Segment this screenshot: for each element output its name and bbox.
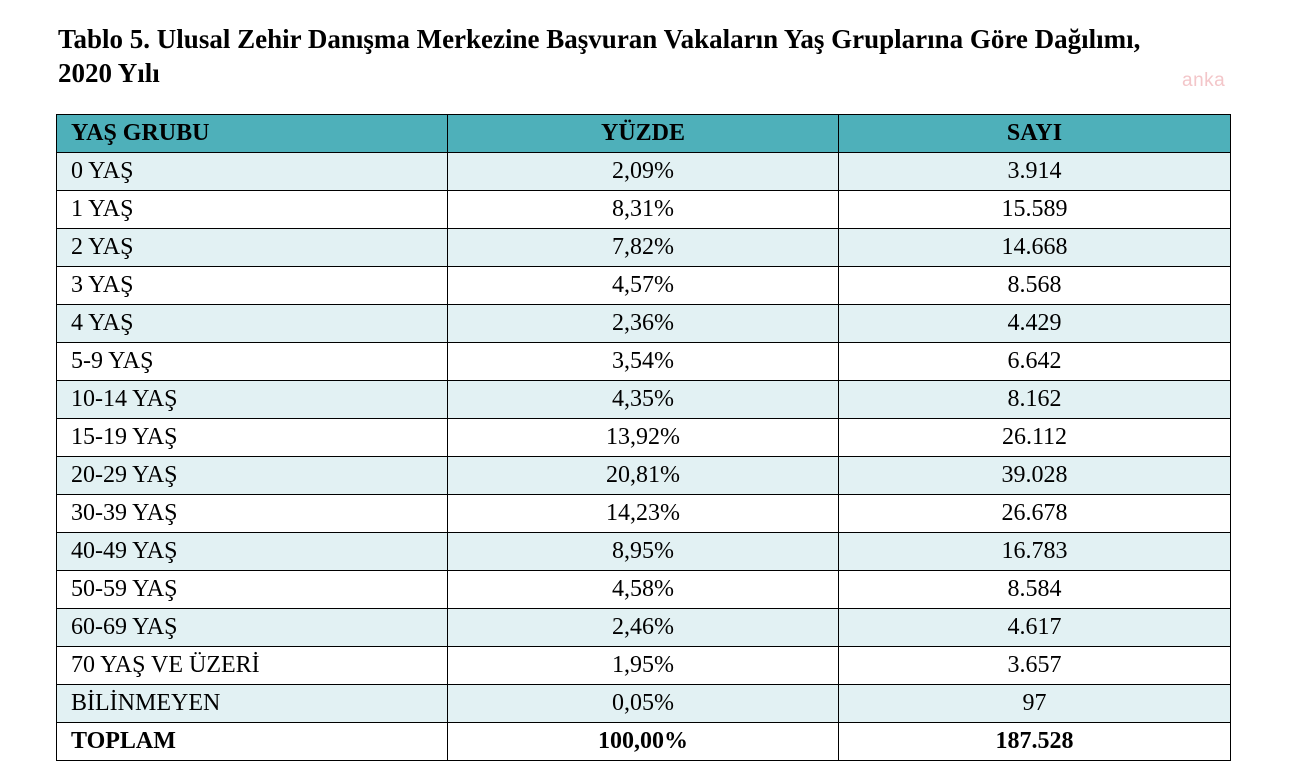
age-group-cell: 0 YAŞ <box>56 152 448 191</box>
percent-cell: 20,81% <box>447 456 839 495</box>
age-group-cell: 2 YAŞ <box>56 228 448 267</box>
table-row: 1 YAŞ 8,31% 15.589 <box>56 190 1231 229</box>
table-row: 3 YAŞ 4,57% 8.568 <box>56 266 1231 305</box>
anka-watermark: anka <box>1182 70 1226 91</box>
age-group-cell: 20-29 YAŞ <box>56 456 448 495</box>
age-group-cell: 70 YAŞ VE ÜZERİ <box>56 646 448 685</box>
table-row: 60-69 YAŞ 2,46% 4.617 <box>56 608 1231 647</box>
count-cell: 6.642 <box>838 342 1231 381</box>
count-cell: 3.914 <box>838 152 1231 191</box>
age-group-cell: 60-69 YAŞ <box>56 608 448 647</box>
total-row: TOPLAM 100,00% 187.528 <box>56 722 1231 761</box>
age-group-cell: TOPLAM <box>56 722 448 761</box>
percent-cell: 0,05% <box>447 684 839 723</box>
count-cell: 8.568 <box>838 266 1231 305</box>
age-group-cell: 4 YAŞ <box>56 304 448 343</box>
table-row: 20-29 YAŞ 20,81% 39.028 <box>56 456 1231 495</box>
percent-cell: 4,35% <box>447 380 839 419</box>
table-title: Tablo 5. Ulusal Zehir Danışma Merkezine … <box>58 22 1258 90</box>
count-cell: 16.783 <box>838 532 1231 571</box>
age-group-cell: 5-9 YAŞ <box>56 342 448 381</box>
percent-cell: 13,92% <box>447 418 839 457</box>
table-body: 0 YAŞ 2,09% 3.914 1 YAŞ 8,31% 15.589 2 YAŞ 7,82… <box>56 152 1231 761</box>
percent-cell: 7,82% <box>447 228 839 267</box>
percent-cell: 100,00% <box>447 722 839 761</box>
age-group-cell: 15-19 YAŞ <box>56 418 448 457</box>
count-cell: 26.112 <box>838 418 1231 457</box>
age-group-cell: 50-59 YAŞ <box>56 570 448 609</box>
percent-cell: 14,23% <box>447 494 839 533</box>
age-group-cell: 3 YAŞ <box>56 266 448 305</box>
table-row: 4 YAŞ 2,36% 4.429 <box>56 304 1231 343</box>
percent-cell: 2,46% <box>447 608 839 647</box>
count-cell: 97 <box>838 684 1231 723</box>
age-group-cell: 1 YAŞ <box>56 190 448 229</box>
table-row: 0 YAŞ 2,09% 3.914 <box>56 152 1231 191</box>
table-row: 70 YAŞ VE ÜZERİ 1,95% 3.657 <box>56 646 1231 685</box>
age-group-cell: BİLİNMEYEN <box>56 684 448 723</box>
table-row: 30-39 YAŞ 14,23% 26.678 <box>56 494 1231 533</box>
table-title-line-2: 2020 Yılı <box>58 58 160 88</box>
age-group-cell: 30-39 YAŞ <box>56 494 448 533</box>
count-cell: 26.678 <box>838 494 1231 533</box>
table-row: 10-14 YAŞ 4,35% 8.162 <box>56 380 1231 419</box>
age-group-cell: 10-14 YAŞ <box>56 380 448 419</box>
count-cell: 39.028 <box>838 456 1231 495</box>
header-count: SAYI <box>838 114 1231 153</box>
percent-cell: 8,95% <box>447 532 839 571</box>
percent-cell: 2,36% <box>447 304 839 343</box>
table-row: BİLİNMEYEN 0,05% 97 <box>56 684 1231 723</box>
table-row: 2 YAŞ 7,82% 14.668 <box>56 228 1231 267</box>
table-row: 50-59 YAŞ 4,58% 8.584 <box>56 570 1231 609</box>
percent-cell: 2,09% <box>447 152 839 191</box>
count-cell: 15.589 <box>838 190 1231 229</box>
count-cell: 187.528 <box>838 722 1231 761</box>
header-percent: YÜZDE <box>447 114 839 153</box>
percent-cell: 3,54% <box>447 342 839 381</box>
count-cell: 4.429 <box>838 304 1231 343</box>
table-title-line-1: Tablo 5. Ulusal Zehir Danışma Merkezine … <box>58 24 1141 54</box>
age-group-cell: 40-49 YAŞ <box>56 532 448 571</box>
count-cell: 14.668 <box>838 228 1231 267</box>
count-cell: 4.617 <box>838 608 1231 647</box>
percent-cell: 8,31% <box>447 190 839 229</box>
percent-cell: 4,58% <box>447 570 839 609</box>
table-header-row: YAŞ GRUBU YÜZDE SAYI <box>56 114 1231 153</box>
table-row: 15-19 YAŞ 13,92% 26.112 <box>56 418 1231 457</box>
header-age-group: YAŞ GRUBU <box>56 114 448 153</box>
percent-cell: 4,57% <box>447 266 839 305</box>
table-row: 40-49 YAŞ 8,95% 16.783 <box>56 532 1231 571</box>
age-distribution-table: YAŞ GRUBU YÜZDE SAYI 0 YAŞ 2,09% 3.914 1 YA… <box>56 114 1231 761</box>
table-row: 5-9 YAŞ 3,54% 6.642 <box>56 342 1231 381</box>
count-cell: 8.584 <box>838 570 1231 609</box>
count-cell: 3.657 <box>838 646 1231 685</box>
count-cell: 8.162 <box>838 380 1231 419</box>
percent-cell: 1,95% <box>447 646 839 685</box>
